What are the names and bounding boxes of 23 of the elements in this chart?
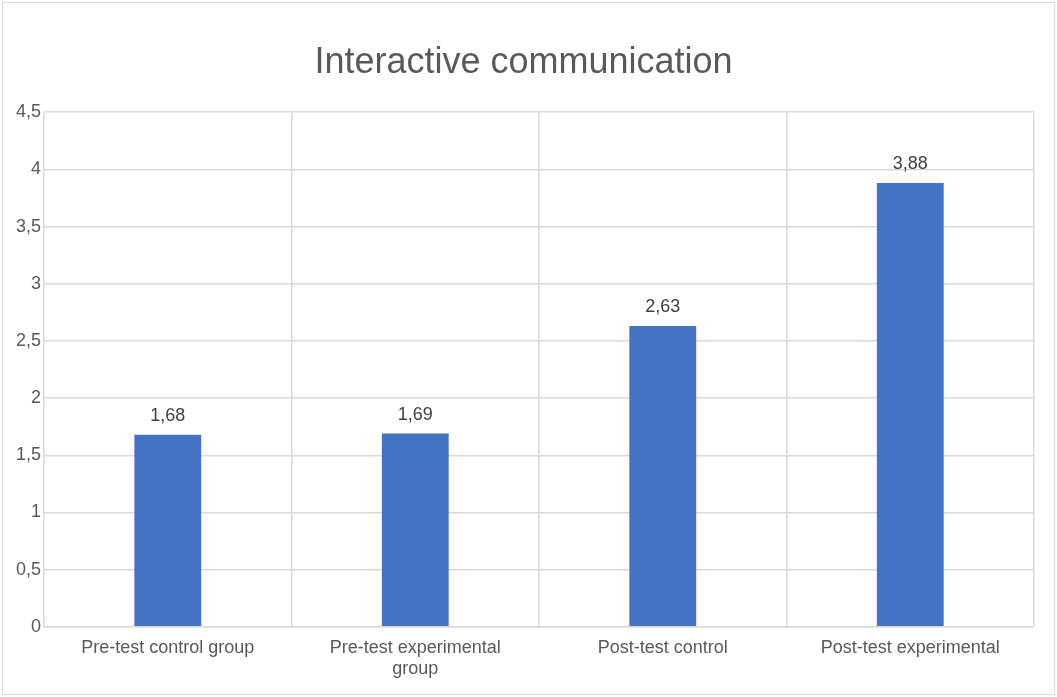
x-tick-label: Pre-test control group	[81, 636, 255, 657]
bar	[876, 183, 944, 627]
y-tick-label: 0,5	[15, 558, 42, 579]
data-label: 2,63	[645, 296, 681, 317]
y-tick-label: 3,5	[15, 215, 42, 236]
y-tick-label: 4,5	[15, 101, 42, 122]
data-label: 3,88	[892, 153, 928, 174]
x-tick-label: Post-test control	[597, 636, 728, 657]
bar	[629, 326, 697, 627]
bar	[381, 433, 449, 627]
chart-title: Interactive communication	[314, 39, 733, 81]
x-tick-label: Post-test experimental	[820, 636, 1000, 657]
data-label: 1,69	[397, 403, 433, 424]
x-tick-label: Pre-test experimental group	[329, 636, 501, 679]
y-tick-label: 2,5	[15, 329, 42, 350]
y-tick-label: 2	[31, 387, 42, 408]
y-tick-label: 1	[31, 501, 42, 522]
y-tick-label: 1,5	[15, 444, 42, 465]
bar	[134, 434, 202, 627]
y-tick-label: 0	[31, 615, 42, 636]
data-label: 1,68	[150, 404, 186, 425]
y-tick-label: 4	[31, 158, 42, 179]
y-tick-label: 3	[31, 272, 42, 293]
